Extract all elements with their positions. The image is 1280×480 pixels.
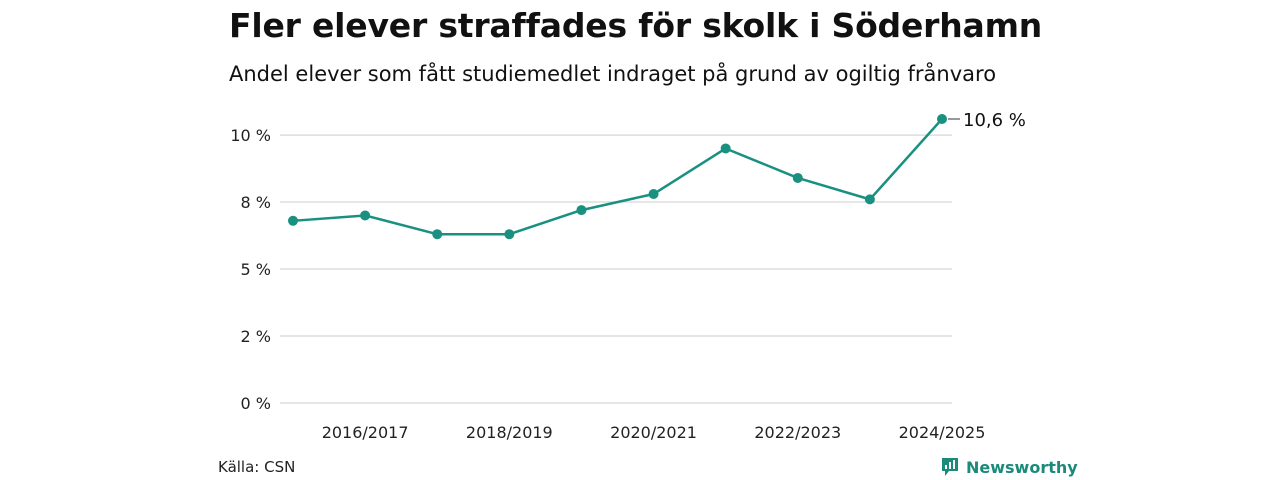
gridlines xyxy=(280,134,952,404)
chart-title: Fler elever straffades för skolk i Söder… xyxy=(229,6,1043,45)
data-point xyxy=(720,143,731,154)
x-tick-label: 2022/2023 xyxy=(754,423,841,442)
data-point xyxy=(864,194,875,205)
x-tick-label: 2018/2019 xyxy=(466,423,553,442)
series-layer xyxy=(288,114,947,240)
source-note: Källa: CSN xyxy=(218,458,296,476)
x-tick-label: 2024/2025 xyxy=(899,423,986,442)
data-point xyxy=(792,172,803,183)
chart-subtitle: Andel elever som fått studiemedlet indra… xyxy=(229,62,997,86)
x-tick-label: 2016/2017 xyxy=(322,423,409,442)
y-tick-label: 2 % xyxy=(241,327,271,346)
data-point xyxy=(288,215,298,226)
brand-name: Newsworthy xyxy=(966,457,1078,477)
end-value-label: 10,6 % xyxy=(963,110,1026,131)
y-axis-tick-labels: 0 % 2 % 5 % 8 % 10 % xyxy=(230,126,271,413)
y-tick-label: 10 % xyxy=(230,126,271,145)
data-point xyxy=(937,114,947,124)
brand-logo: Newsworthy xyxy=(940,456,1078,478)
y-tick-label: 0 % xyxy=(241,394,271,413)
newsworthy-logo-icon xyxy=(942,458,958,476)
data-point xyxy=(576,205,587,216)
x-tick-label: 2020/2021 xyxy=(610,423,697,442)
data-point xyxy=(432,229,443,240)
data-point xyxy=(504,229,515,240)
y-tick-label: 8 % xyxy=(241,193,271,212)
label-layer: 10,6 % xyxy=(948,110,1026,131)
y-tick-label: 5 % xyxy=(241,260,271,279)
series-line xyxy=(292,118,943,236)
x-axis-tick-labels: 2016/2017 2018/2019 2020/2021 2022/2023 2024… xyxy=(322,423,986,442)
data-point xyxy=(360,210,371,221)
data-point xyxy=(648,189,659,200)
